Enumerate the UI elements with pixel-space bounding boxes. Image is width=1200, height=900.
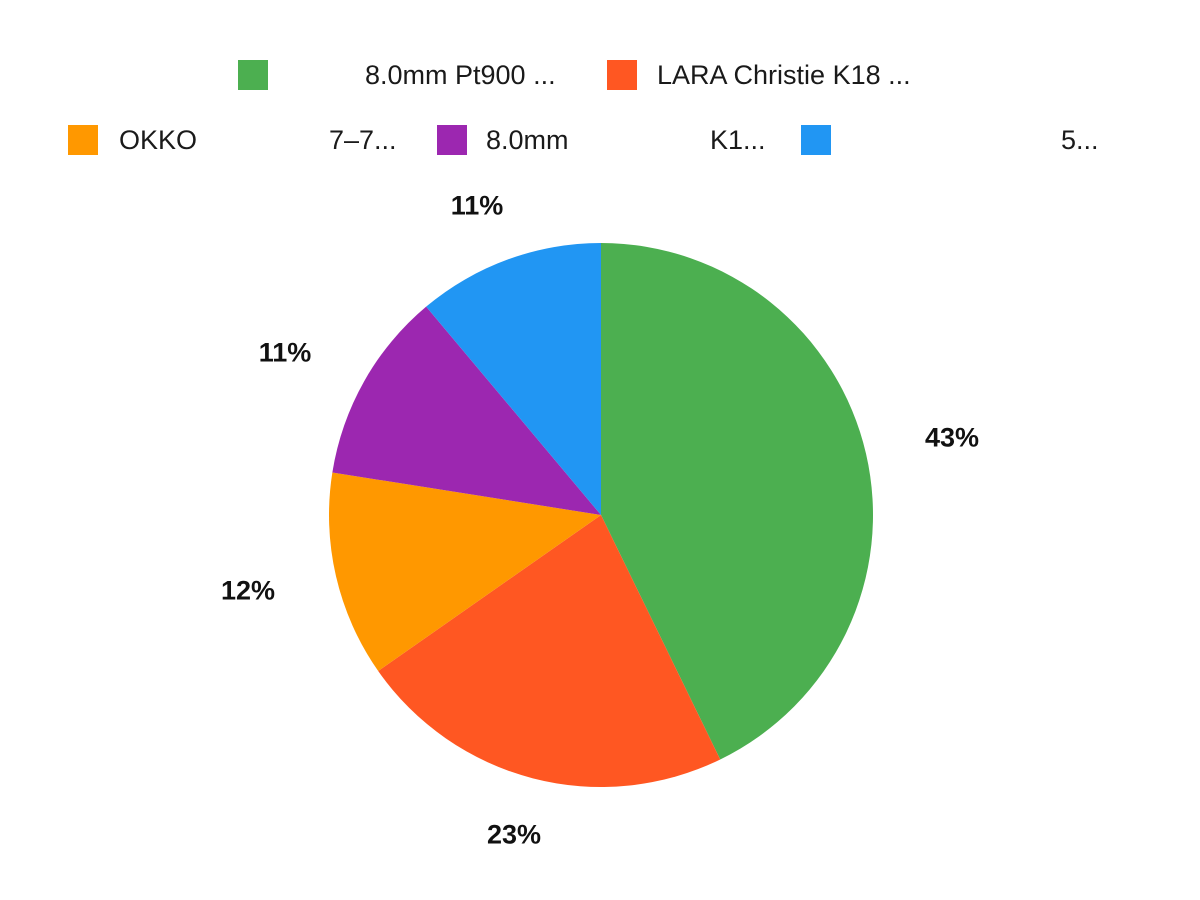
legend-swatch-purple <box>437 125 467 155</box>
legend-label-orange-b: 7–7... <box>329 125 397 155</box>
pie-slice-red[interactable] <box>378 515 721 787</box>
legend-label-blue: 5... <box>1061 125 1099 155</box>
pie-slice-green[interactable] <box>601 243 873 760</box>
legend-swatch-green <box>238 60 268 90</box>
slice-label-green: 43% <box>924 422 980 453</box>
legend-label-purple-b: K1... <box>710 125 766 155</box>
slice-label-purple: 11% <box>258 337 312 368</box>
legend-label-red: LARA Christie K18 ... <box>657 60 911 90</box>
pie-slice-purple[interactable] <box>332 306 601 515</box>
legend-swatch-red <box>607 60 637 90</box>
pie-slice-blue[interactable] <box>426 243 601 515</box>
legend-swatch-blue <box>801 125 831 155</box>
slice-label-blue: 11% <box>450 190 504 221</box>
slice-label-orange: 12% <box>220 575 276 606</box>
legend-label-orange-a: OKKO <box>119 125 198 155</box>
legend-label-purple-a: 8.0mm <box>486 125 569 155</box>
legend-label-green: 8.0mm Pt900 ... <box>365 60 556 90</box>
legend-swatch-orange <box>68 125 98 155</box>
legend-row-1: 8.0mm Pt900 ... LARA Christie K18 ... <box>0 55 1200 95</box>
slice-label-red: 23% <box>486 819 542 850</box>
pie-slice-orange[interactable] <box>329 472 601 672</box>
legend-row-2: OKKO 7–7... 8.0mm K1... 5... <box>0 120 1200 160</box>
